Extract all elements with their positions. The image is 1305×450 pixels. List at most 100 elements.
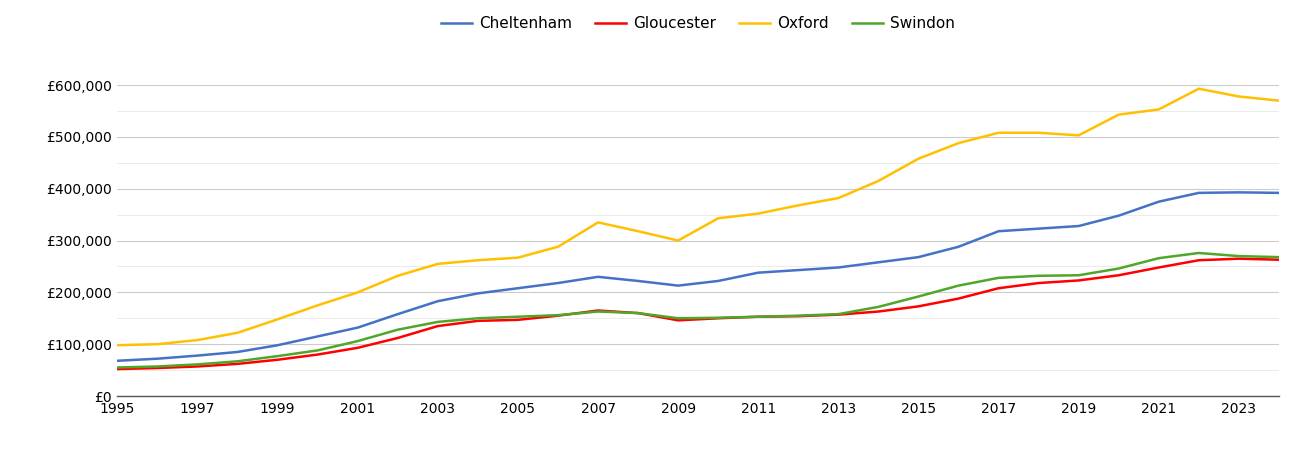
Oxford [1151,107,1167,112]
Cheltenham [1271,190,1287,196]
Cheltenham [590,274,606,279]
Gloucester [791,314,806,319]
Cheltenham [110,358,125,364]
Swindon [791,313,806,319]
Cheltenham [671,283,686,288]
Gloucester [671,318,686,323]
Oxford [830,195,846,201]
Gloucester [1151,265,1167,270]
Cheltenham [189,353,205,358]
Cheltenham [1111,213,1126,218]
Cheltenham [911,254,927,260]
Swindon [110,365,125,370]
Gloucester [1111,273,1126,278]
Cheltenham [630,278,646,284]
Swindon [470,315,485,321]
Gloucester [350,345,365,351]
Oxford [750,211,766,216]
Cheltenham [1151,199,1167,204]
Oxford [230,330,245,336]
Gloucester [230,361,245,367]
Line: Gloucester: Gloucester [117,259,1279,369]
Oxford [309,302,325,308]
Gloucester [551,313,566,319]
Cheltenham [350,325,365,330]
Gloucester [950,296,966,302]
Cheltenham [230,349,245,355]
Swindon [1071,273,1087,278]
Legend: Cheltenham, Gloucester, Oxford, Swindon: Cheltenham, Gloucester, Oxford, Swindon [435,10,962,37]
Gloucester [1271,257,1287,262]
Swindon [1031,273,1047,279]
Swindon [230,359,245,364]
Oxford [710,216,726,221]
Gloucester [470,318,485,324]
Gloucester [870,309,886,314]
Oxford [1071,133,1087,138]
Gloucester [270,357,286,362]
Oxford [110,342,125,348]
Oxford [1031,130,1047,135]
Cheltenham [950,244,966,249]
Gloucester [750,314,766,319]
Swindon [1191,250,1207,256]
Oxford [791,202,806,208]
Cheltenham [1071,223,1087,229]
Gloucester [510,317,526,323]
Swindon [431,319,446,324]
Swindon [911,294,927,299]
Cheltenham [551,280,566,286]
Oxford [390,273,406,279]
Swindon [590,309,606,314]
Oxford [911,156,927,162]
Oxford [189,338,205,343]
Cheltenham [710,278,726,284]
Oxford [990,130,1006,135]
Oxford [1191,86,1207,91]
Oxford [470,257,485,263]
Gloucester [390,335,406,341]
Cheltenham [510,285,526,291]
Cheltenham [309,334,325,339]
Oxford [150,342,166,347]
Cheltenham [150,356,166,361]
Cheltenham [1031,226,1047,231]
Gloucester [1231,256,1246,261]
Oxford [350,290,365,295]
Gloucester [830,312,846,317]
Swindon [630,310,646,316]
Swindon [950,283,966,288]
Gloucester [431,324,446,329]
Swindon [1231,253,1246,259]
Swindon [150,364,166,369]
Oxford [270,317,286,322]
Cheltenham [870,260,886,265]
Swindon [830,311,846,317]
Swindon [750,314,766,319]
Swindon [870,304,886,310]
Cheltenham [1231,189,1246,195]
Swindon [510,314,526,319]
Cheltenham [470,291,485,296]
Oxford [950,140,966,146]
Oxford [551,244,566,249]
Oxford [870,178,886,184]
Cheltenham [990,229,1006,234]
Swindon [671,315,686,321]
Swindon [1271,254,1287,260]
Swindon [1111,266,1126,271]
Gloucester [150,365,166,371]
Gloucester [189,364,205,369]
Gloucester [309,352,325,357]
Oxford [1231,94,1246,99]
Swindon [990,275,1006,280]
Swindon [350,338,365,344]
Line: Cheltenham: Cheltenham [117,192,1279,361]
Oxford [431,261,446,266]
Swindon [270,353,286,359]
Oxford [510,255,526,261]
Line: Oxford: Oxford [117,89,1279,345]
Gloucester [710,315,726,321]
Swindon [189,362,205,367]
Gloucester [1031,280,1047,286]
